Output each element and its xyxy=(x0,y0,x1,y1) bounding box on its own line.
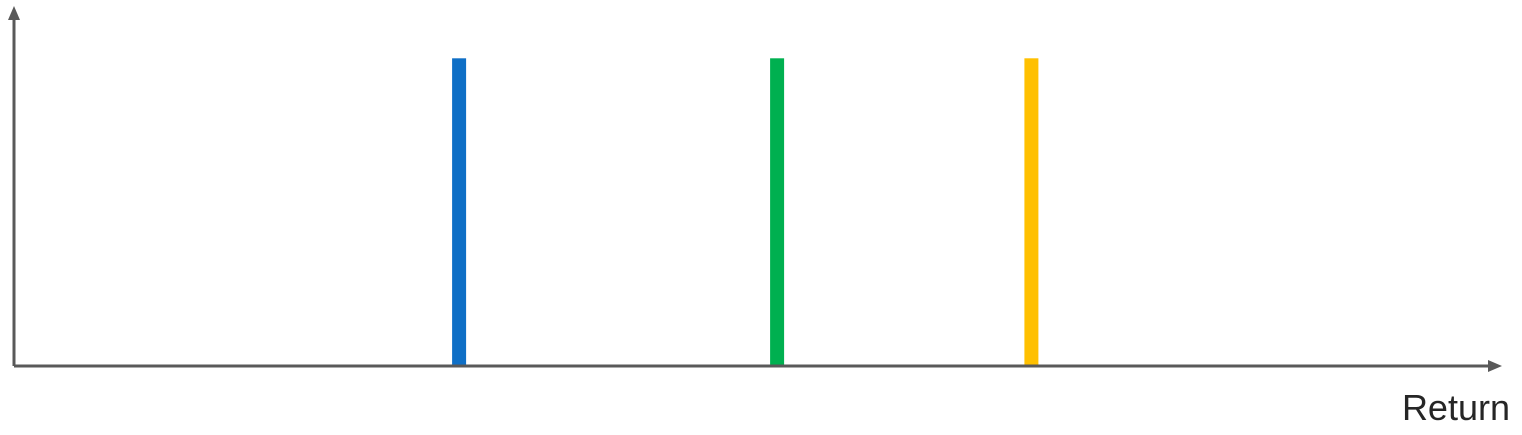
y-axis-arrowhead xyxy=(8,6,20,20)
bar-3 xyxy=(1024,58,1039,367)
x-axis-arrowhead xyxy=(1488,360,1502,372)
bar-2 xyxy=(770,58,785,367)
bars-group xyxy=(452,58,1039,367)
bar-1 xyxy=(452,58,467,367)
x-axis-label: Return xyxy=(1402,387,1510,428)
